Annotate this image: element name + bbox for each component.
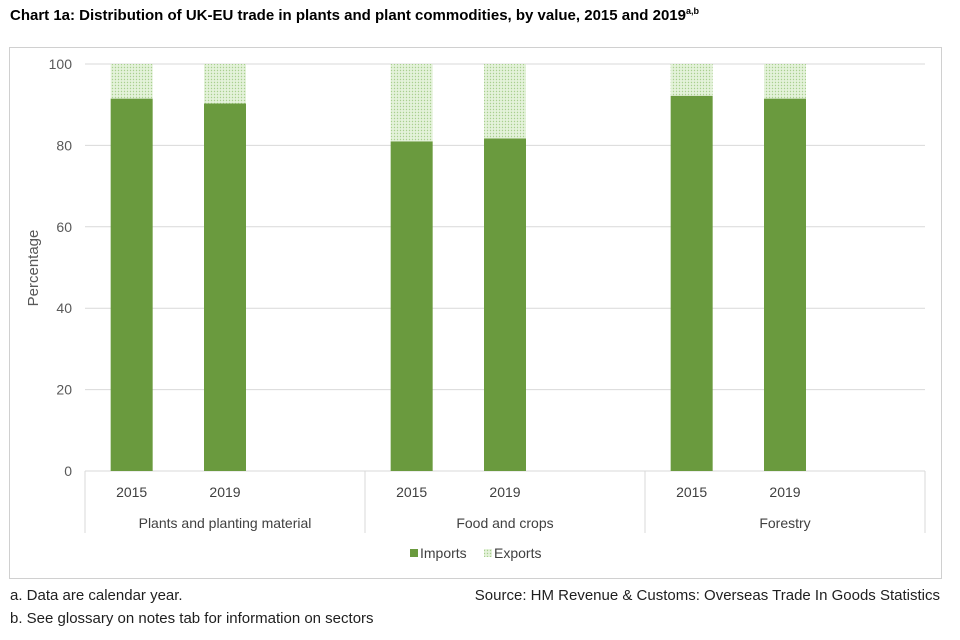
y-tick-label: 80 xyxy=(56,137,72,153)
y-tick-label: 60 xyxy=(56,219,72,235)
x-tick-label: 2019 xyxy=(489,484,520,500)
y-tick-label: 40 xyxy=(56,300,72,316)
legend-swatch-imports xyxy=(410,549,418,557)
x-axis: 2015 2019 2015 2019 2015 2019 Plants and plant… xyxy=(84,471,926,533)
chart-frame xyxy=(9,47,942,579)
bar-exports-forestry-2015 xyxy=(670,64,713,96)
y-axis-ticks: 0 20 40 60 80 100 xyxy=(49,56,73,479)
source-note: Source: HM Revenue & Customs: Overseas T… xyxy=(474,587,940,604)
bar-imports-plants-and-planting-material-2019 xyxy=(204,103,246,471)
chart-title-text: Chart 1a: Distribution of UK-EU trade in… xyxy=(10,7,686,24)
group-label: Forestry xyxy=(759,515,810,531)
x-tick-label: 2019 xyxy=(209,484,240,500)
chart-title: Chart 1a: Distribution of UK-EU trade in… xyxy=(10,6,699,24)
bars xyxy=(110,64,806,471)
bar-exports-plants-and-planting-material-2015 xyxy=(110,64,153,99)
bar-imports-food-and-crops-2019 xyxy=(484,138,526,471)
legend: Imports Exports xyxy=(410,545,541,561)
bar-imports-plants-and-planting-material-2015 xyxy=(110,98,153,471)
legend-label-imports: Imports xyxy=(420,545,467,561)
x-tick-label: 2015 xyxy=(396,484,427,500)
group-label: Food and crops xyxy=(456,515,553,531)
bar-exports-plants-and-planting-material-2019 xyxy=(204,64,246,104)
legend-swatch-exports xyxy=(484,549,492,557)
legend-label-exports: Exports xyxy=(494,545,541,561)
footnote-a: a. Data are calendar year. xyxy=(10,587,183,604)
bar-exports-food-and-crops-2019 xyxy=(484,64,526,139)
y-tick-label: 0 xyxy=(64,463,72,479)
bar-imports-forestry-2019 xyxy=(764,98,806,471)
y-tick-label: 20 xyxy=(56,382,72,398)
x-tick-label: 2019 xyxy=(769,484,800,500)
group-label: Plants and planting material xyxy=(139,515,312,531)
bar-imports-food-and-crops-2015 xyxy=(390,141,433,471)
bar-imports-forestry-2015 xyxy=(670,95,713,471)
y-tick-label: 100 xyxy=(49,56,73,72)
x-tick-label: 2015 xyxy=(116,484,147,500)
chart-title-superscript: a,b xyxy=(685,6,699,16)
x-tick-label: 2015 xyxy=(676,484,707,500)
footnote-b: b. See glossary on notes tab for informa… xyxy=(10,610,374,627)
bar-exports-forestry-2019 xyxy=(764,64,806,99)
bar-exports-food-and-crops-2015 xyxy=(390,64,433,142)
y-axis-label: Percentage xyxy=(25,230,42,307)
